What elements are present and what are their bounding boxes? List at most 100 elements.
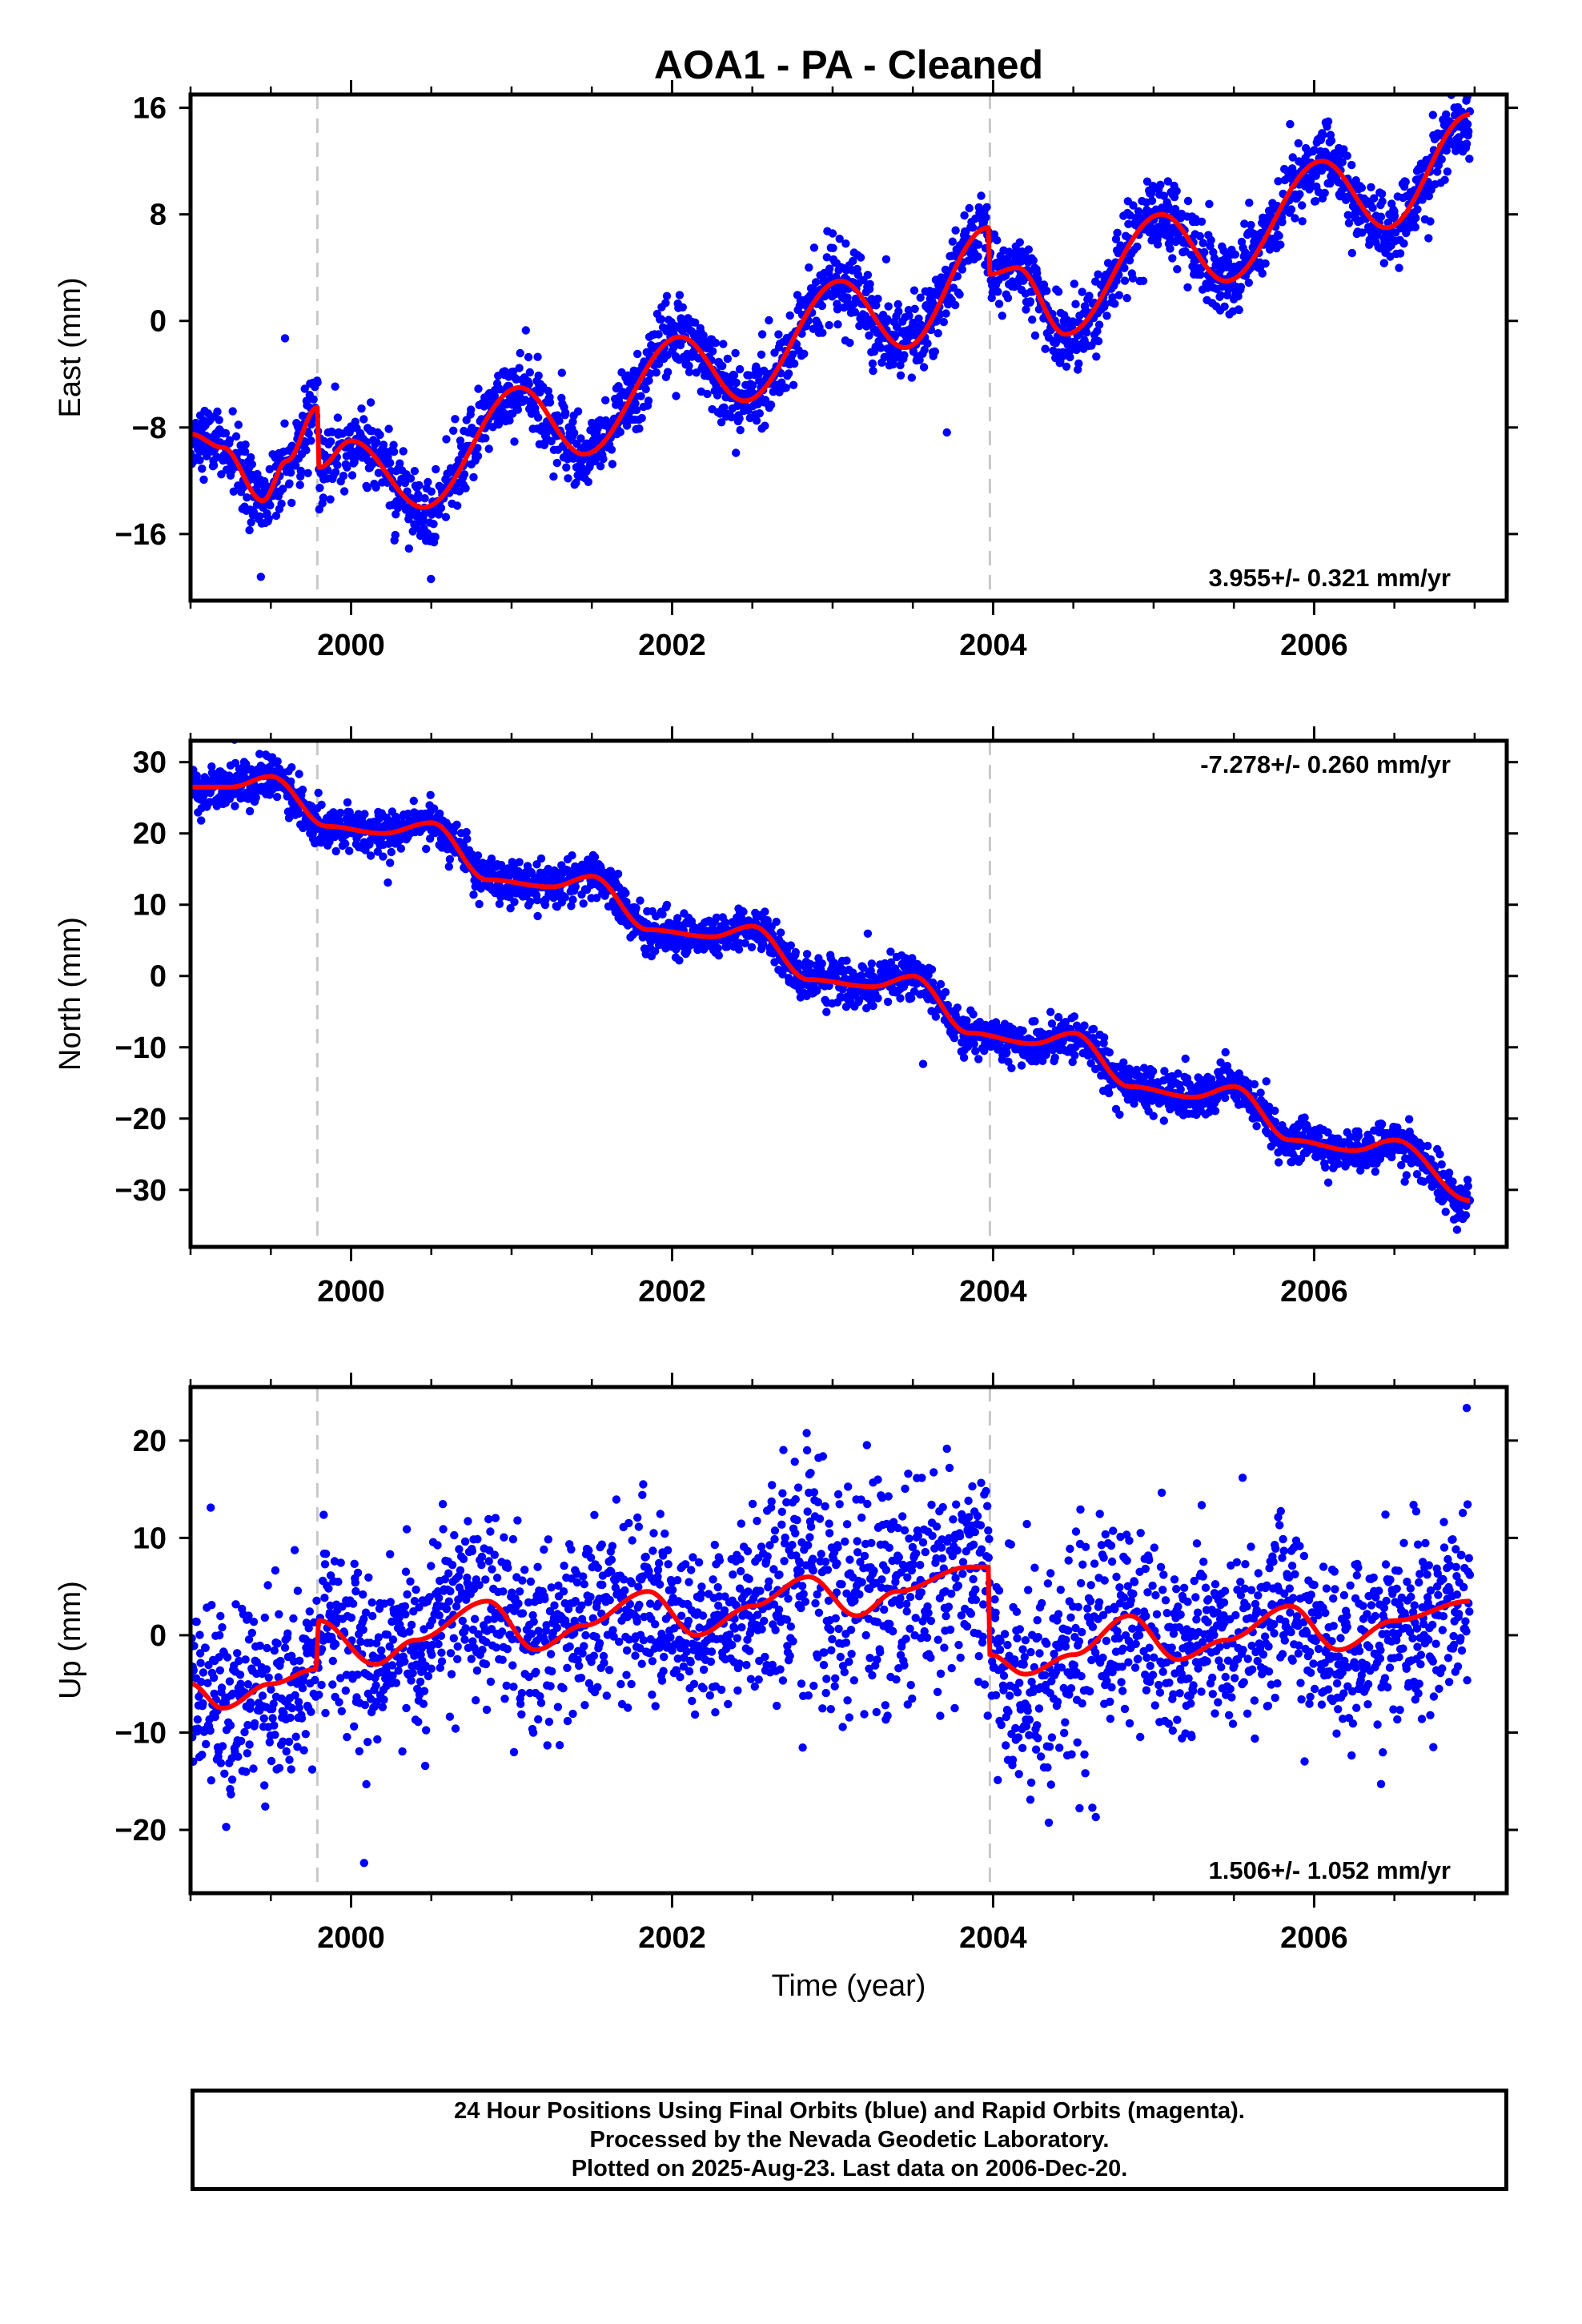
data-point — [632, 903, 640, 913]
data-point — [1165, 233, 1174, 243]
data-point — [1395, 249, 1405, 258]
data-point — [777, 928, 785, 937]
data-point — [994, 300, 1004, 308]
data-point — [572, 478, 580, 488]
data-point — [372, 437, 381, 447]
data-point — [481, 434, 490, 443]
data-point — [1019, 276, 1028, 285]
data-point — [1327, 136, 1336, 145]
data-point — [475, 899, 484, 909]
data-point — [389, 447, 399, 456]
data-point — [295, 770, 303, 778]
data-point — [656, 315, 666, 324]
data-point — [1173, 265, 1182, 274]
data-point — [241, 440, 250, 449]
data-point — [339, 487, 349, 496]
data-point — [592, 894, 601, 903]
data-point — [822, 1007, 831, 1016]
data-point — [533, 352, 542, 361]
data-point — [757, 330, 767, 339]
data-point — [1094, 320, 1104, 329]
data-point — [856, 253, 865, 262]
data-point — [1174, 1069, 1182, 1078]
data-point — [243, 493, 251, 502]
data-point — [1199, 239, 1207, 247]
data-point — [347, 471, 357, 480]
data-point — [345, 846, 354, 855]
data-point — [1460, 67, 1468, 75]
data-point — [396, 459, 404, 468]
data-point — [632, 405, 641, 415]
data-point — [644, 396, 653, 405]
data-point — [1211, 1107, 1220, 1116]
data-point — [225, 436, 235, 444]
data-point — [1153, 240, 1162, 249]
data-point — [331, 468, 340, 476]
data-point — [760, 366, 769, 376]
data-point — [811, 278, 821, 287]
data-point — [536, 854, 546, 863]
data-point — [608, 460, 617, 468]
data-point — [494, 420, 503, 429]
data-point — [790, 359, 799, 368]
data-point — [1162, 219, 1171, 228]
data-point — [971, 1047, 980, 1055]
data-point — [714, 951, 723, 960]
data-point — [1018, 1026, 1027, 1035]
data-point — [905, 312, 913, 320]
data-point — [432, 464, 440, 474]
data-point — [969, 1010, 978, 1019]
data-point — [896, 371, 905, 380]
data-point — [919, 363, 929, 372]
data-point — [1220, 1093, 1230, 1103]
data-point — [675, 956, 684, 965]
data-point — [1390, 211, 1399, 220]
data-point — [247, 452, 255, 462]
data-point — [255, 750, 264, 758]
x-tick-label: 2002 — [638, 629, 706, 662]
data-point — [789, 380, 798, 389]
data-point — [960, 211, 969, 220]
data-point — [410, 467, 420, 476]
data-point — [1114, 291, 1124, 300]
data-point — [547, 436, 556, 446]
data-point — [907, 994, 916, 1003]
x-tick-label: 2006 — [1280, 629, 1348, 662]
data-point — [526, 897, 535, 907]
data-point — [1321, 1163, 1330, 1172]
data-point — [256, 573, 265, 581]
data-point — [794, 959, 803, 968]
data-point — [567, 902, 576, 911]
data-point — [1170, 204, 1180, 214]
data-point — [865, 331, 873, 340]
data-point — [1078, 287, 1086, 296]
data-point — [1030, 1017, 1039, 1026]
data-point — [1311, 197, 1320, 206]
data-point — [1062, 362, 1071, 371]
data-point — [1029, 256, 1038, 265]
data-point — [1160, 1067, 1169, 1076]
data-point — [469, 891, 478, 899]
data-point — [1357, 183, 1367, 192]
data-point — [951, 226, 960, 235]
data-point — [735, 414, 744, 423]
data-point — [384, 424, 393, 433]
data-point — [516, 348, 524, 358]
data-point — [748, 380, 757, 390]
data-point — [525, 368, 534, 377]
data-point — [916, 293, 925, 302]
data-point — [910, 304, 919, 313]
data-point — [199, 791, 208, 800]
data-point — [867, 959, 877, 968]
data-point — [786, 941, 795, 950]
data-point — [784, 369, 793, 378]
data-point — [849, 256, 857, 266]
data-point — [1216, 1058, 1225, 1067]
data-point — [893, 300, 902, 309]
data-point — [287, 468, 295, 477]
data-point — [426, 790, 435, 799]
data-point — [939, 317, 949, 327]
data-point — [231, 758, 240, 768]
data-point — [982, 203, 991, 211]
data-point — [302, 446, 311, 455]
